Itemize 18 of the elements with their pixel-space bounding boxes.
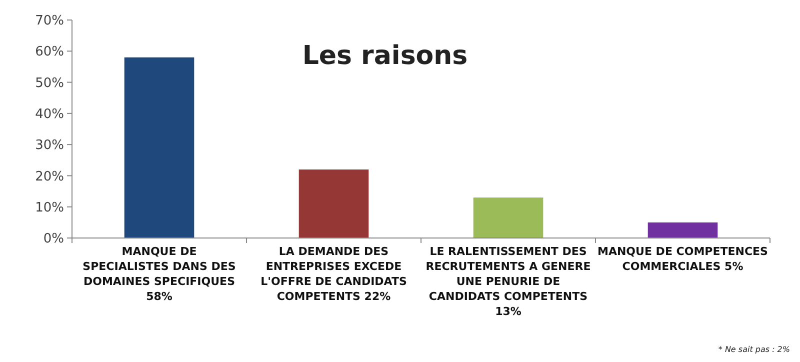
bar [473, 198, 544, 238]
y-tick-label: 70% [35, 14, 64, 29]
y-tick-label: 0% [43, 232, 64, 247]
bar [648, 222, 718, 238]
x-tick-label: LE RALENTISSEMENT DES RECRUTEMENTS A GENERE UNE PENURIE DE CANDIDATS COMPETENTS 13% [426, 245, 591, 318]
x-tick-label: LA DEMANDE DES ENTREPRISES EXCEDE L'OFFRE DE CANDIDATS COMPETENTS 22% [260, 245, 407, 303]
y-tick-label: 40% [35, 106, 64, 122]
bar [298, 169, 369, 238]
text: * Ne sait pas : 2% [718, 345, 790, 354]
y-tick-label: 20% [35, 169, 64, 184]
bar [124, 57, 194, 238]
x-tick-label: MANQUE DE COMPETENCES COMMERCIALES 5% [598, 245, 768, 273]
x-tick-label: MANQUE DE SPECIALISTES DANS DES DOMAINES SPECIFIQUES 58% [82, 245, 236, 303]
y-tick-label: 60% [35, 44, 64, 60]
y-tick-label: 30% [35, 138, 64, 154]
y-tick-label: 10% [35, 200, 64, 216]
y-tick-label: 50% [35, 76, 64, 91]
text: Les raisons [302, 41, 468, 71]
